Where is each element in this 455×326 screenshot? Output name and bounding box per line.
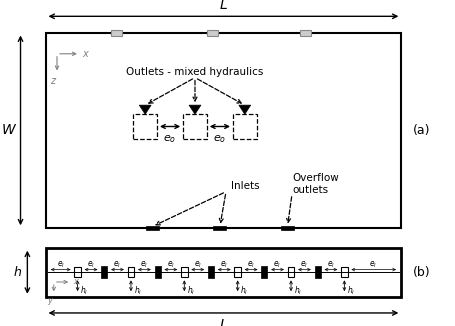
Bar [146,226,158,230]
Bar [46,248,400,297]
Text: Overflow
outlets: Overflow outlets [291,173,338,195]
Bar [207,30,218,36]
Bar [287,267,293,277]
Text: $e_i$: $e_i$ [113,260,121,270]
Text: $z$: $z$ [50,76,57,86]
Text: $e_o$: $e_o$ [163,134,177,145]
Bar [340,267,347,277]
Text: (b): (b) [412,266,430,279]
Text: $e_i$: $e_i$ [369,260,377,270]
Text: $e_i$: $e_i$ [273,260,281,270]
Polygon shape [139,105,151,114]
Bar [280,226,293,230]
Text: $L$: $L$ [218,0,228,12]
Polygon shape [189,105,201,114]
Text: Outlets - mixed hydraulics: Outlets - mixed hydraulics [126,67,263,77]
Bar [133,114,157,139]
Bar [213,226,226,230]
Text: $h_i$: $h_i$ [187,285,195,297]
Text: $e_i$: $e_i$ [87,260,95,270]
Bar [74,267,81,277]
Text: $W$: $W$ [1,124,17,137]
Text: $e_i$: $e_i$ [220,260,228,270]
Text: $h_i$: $h_i$ [293,285,301,297]
Text: Inlets: Inlets [230,181,258,191]
Bar [299,30,310,36]
Bar [46,33,400,228]
Bar [101,266,107,278]
Text: $L$: $L$ [218,318,228,326]
Text: (a): (a) [412,124,429,137]
Text: $h_i$: $h_i$ [80,285,88,297]
Text: $h_i$: $h_i$ [346,285,354,297]
Bar [181,267,187,277]
Text: $e_i$: $e_i$ [247,260,255,270]
Bar [127,267,134,277]
Text: $e_i$: $e_i$ [140,260,148,270]
Bar [207,266,213,278]
Text: $e_i$: $e_i$ [193,260,202,270]
Text: $h_i$: $h_i$ [133,285,142,297]
Bar [233,114,256,139]
Bar [154,266,160,278]
Text: $e_i$: $e_i$ [167,260,175,270]
Bar [183,114,207,139]
Text: $x$: $x$ [82,49,90,59]
Text: $h$: $h$ [13,265,22,279]
Text: $y$: $y$ [46,296,54,307]
Bar [314,266,320,278]
Text: $e_o$: $e_o$ [213,134,226,145]
Text: $e_i$: $e_i$ [326,260,334,270]
Text: $x$: $x$ [73,277,80,287]
Text: $e_i$: $e_i$ [57,260,65,270]
Bar [234,267,240,277]
Bar [111,30,122,36]
Text: $h_i$: $h_i$ [240,285,248,297]
Bar [261,266,267,278]
Text: $e_i$: $e_i$ [300,260,308,270]
Polygon shape [238,105,250,114]
